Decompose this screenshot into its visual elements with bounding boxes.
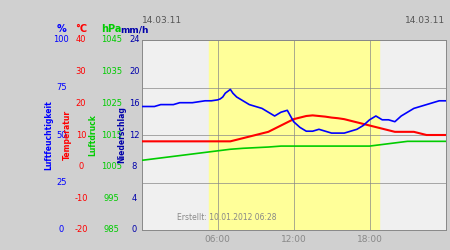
Text: Niederschlag: Niederschlag — [117, 106, 126, 164]
Text: 1025: 1025 — [101, 99, 122, 108]
Text: 24: 24 — [129, 36, 140, 44]
Text: 75: 75 — [56, 83, 67, 92]
Text: 995: 995 — [104, 194, 119, 203]
Text: 16: 16 — [129, 99, 140, 108]
Text: 12: 12 — [129, 130, 140, 140]
Text: -20: -20 — [74, 226, 88, 234]
Text: -10: -10 — [74, 194, 88, 203]
Text: 14.03.11: 14.03.11 — [142, 16, 182, 25]
Bar — [208, 40, 378, 230]
Text: 100: 100 — [54, 36, 69, 44]
Text: 10: 10 — [76, 130, 86, 140]
Text: mm/h: mm/h — [120, 26, 148, 35]
Text: 14.03.11: 14.03.11 — [405, 16, 446, 25]
Text: 40: 40 — [76, 36, 86, 44]
Text: 1015: 1015 — [101, 130, 122, 140]
Text: 985: 985 — [104, 226, 119, 234]
Text: 4: 4 — [131, 194, 137, 203]
Text: 20: 20 — [129, 67, 140, 76]
Text: 30: 30 — [76, 67, 86, 76]
Text: 0: 0 — [58, 226, 64, 234]
Text: 1005: 1005 — [101, 162, 122, 171]
Text: Erstellt: 10.01.2012 06:28: Erstellt: 10.01.2012 06:28 — [177, 214, 277, 222]
Text: 8: 8 — [131, 162, 137, 171]
Text: 0: 0 — [78, 162, 84, 171]
Text: Temperatur: Temperatur — [63, 110, 72, 160]
Text: °C: °C — [75, 24, 87, 34]
Text: Luftdruck: Luftdruck — [89, 114, 98, 156]
Text: 25: 25 — [56, 178, 67, 187]
Text: %: % — [56, 24, 66, 34]
Text: 50: 50 — [56, 130, 67, 140]
Text: 0: 0 — [131, 226, 137, 234]
Text: 1045: 1045 — [101, 36, 122, 44]
Text: 1035: 1035 — [101, 67, 122, 76]
Text: 20: 20 — [76, 99, 86, 108]
Text: hPa: hPa — [101, 24, 122, 34]
Text: Luftfeuchtigkeit: Luftfeuchtigkeit — [45, 100, 54, 170]
